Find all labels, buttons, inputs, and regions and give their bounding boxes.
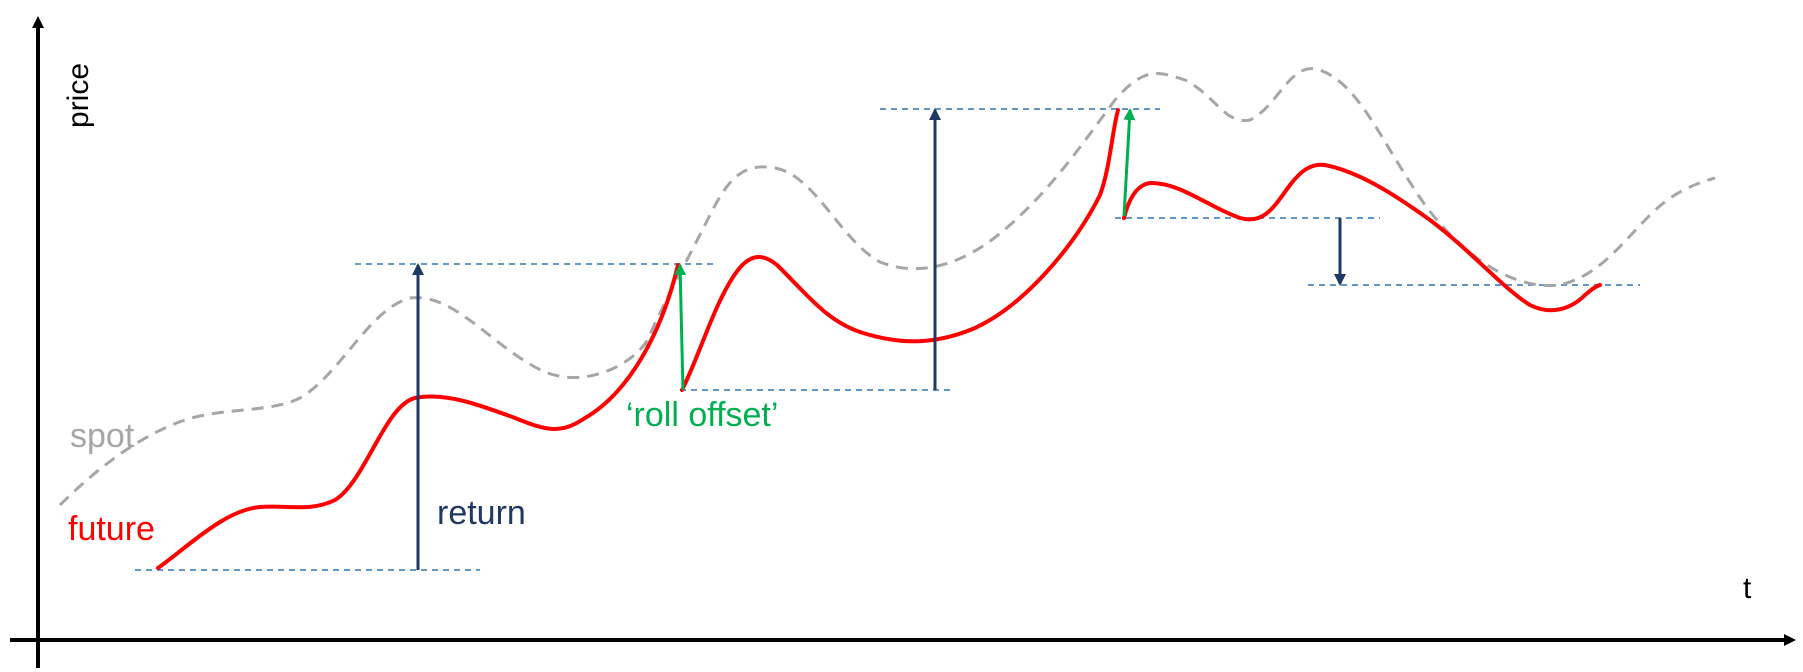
spot-curve <box>58 67 1716 507</box>
axes <box>10 16 1796 668</box>
x-axis-label: t <box>1743 572 1752 605</box>
future-segment-2 <box>680 108 1120 392</box>
spot-label: spot <box>70 417 135 455</box>
return-label: return <box>437 494 526 532</box>
future-curve <box>156 108 1602 570</box>
roll-offset-arrows <box>674 108 1136 391</box>
future-segment-3 <box>1122 162 1602 313</box>
roll-offset-arrow-1 <box>674 263 687 391</box>
roll-offset-arrow-2 <box>1122 108 1136 217</box>
future-label: future <box>68 510 155 548</box>
y-axis-label: price <box>62 63 95 128</box>
return-arrows <box>412 108 1346 570</box>
roll-offset-label: ‘roll offset’ <box>626 396 778 434</box>
future-segment-1 <box>156 263 680 570</box>
